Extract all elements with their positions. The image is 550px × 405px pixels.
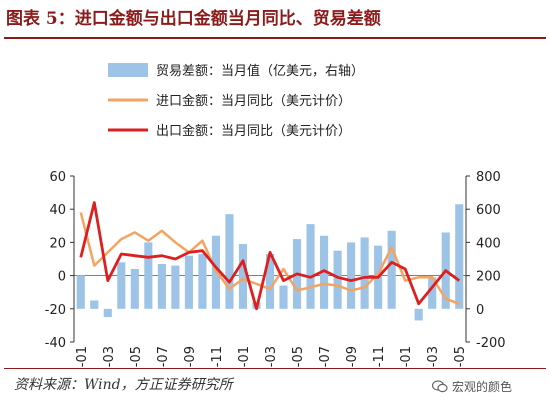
x-tick-label: 2018-09 xyxy=(183,346,198,368)
legend-swatch-balance xyxy=(108,63,148,77)
left-tick-label: -40 xyxy=(45,336,66,351)
bar-2018-08 xyxy=(171,265,180,309)
left-tick-label: 20 xyxy=(49,236,66,251)
bar-2019-04 xyxy=(279,285,288,309)
x-tick-label: 2018-07 xyxy=(156,346,171,368)
right-tick-label: 0 xyxy=(476,303,484,318)
bar-2020-03 xyxy=(428,277,437,309)
bar-2019-01 xyxy=(238,244,248,309)
chart-title: 图表 5：进口金额与出口金额当月同比、贸易差额 xyxy=(6,9,381,29)
bar-2018-02 xyxy=(90,300,99,309)
line-series xyxy=(79,201,461,311)
export-yoy-line xyxy=(79,201,461,311)
x-tick-label: 2020-05 xyxy=(453,346,468,368)
bar-2018-04 xyxy=(117,262,126,309)
bar-2019-12 xyxy=(387,230,396,309)
source-note: 资料来源：Wind，方正证券研究所 xyxy=(14,377,233,393)
bar-2020-02 xyxy=(414,308,423,321)
bar-2018-05 xyxy=(130,268,139,309)
x-tick-label: 2020-01 xyxy=(399,346,414,368)
bar-2019-07 xyxy=(320,235,329,309)
right-tick-label: 800 xyxy=(476,170,501,185)
x-tick-label: 2018-11 xyxy=(210,346,225,368)
import-yoy-line xyxy=(79,212,460,305)
right-tick-label: 600 xyxy=(476,203,501,218)
bar-2019-08 xyxy=(333,250,342,309)
bar-2018-06 xyxy=(144,242,153,309)
chart-legend: 贸易差额：当月值（亿美元，右轴） 进口金额：当月同比（美元计价） 出口金额：当月同比… xyxy=(108,63,364,139)
x-tick-label: 2018-05 xyxy=(129,346,144,368)
bar-2019-03 xyxy=(265,254,275,309)
right-tick-label: 400 xyxy=(476,236,501,251)
combo-chart: 贸易差额：当月值（亿美元，右轴） 进口金额：当月同比（美元计价） 出口金额：当月同比… xyxy=(45,63,506,368)
bar-2019-09 xyxy=(347,242,356,309)
x-tick-label: 2019-01 xyxy=(237,346,252,368)
title-divider xyxy=(4,37,546,39)
left-tick-label: -20 xyxy=(45,303,66,318)
bar-2018-09 xyxy=(184,255,193,309)
x-tick-label: 2019-07 xyxy=(318,346,333,368)
x-tick-label: 2019-11 xyxy=(372,346,387,368)
wechat-icon xyxy=(432,380,448,393)
tick-labels: 6040200-20-408006004002000-2002018-01201… xyxy=(45,170,506,368)
watermark-text: 宏观的颜色 xyxy=(452,380,513,394)
left-tick-label: 0 xyxy=(58,270,66,285)
bar-2018-10 xyxy=(198,254,207,309)
x-tick-label: 2018-01 xyxy=(75,346,90,368)
bar-2020-05 xyxy=(455,204,464,309)
bar-2018-03 xyxy=(103,308,112,318)
x-tick-label: 2019-09 xyxy=(345,346,360,368)
left-tick-label: 60 xyxy=(49,170,66,185)
bar-2018-07 xyxy=(157,263,166,309)
bar-2018-01 xyxy=(76,275,85,309)
legend-label-balance: 贸易差额：当月值（亿美元，右轴） xyxy=(156,63,364,79)
legend-label-export: 出口金额：当月同比（美元计价） xyxy=(156,123,351,139)
legend-label-import: 进口金额：当月同比（美元计价） xyxy=(156,93,351,109)
x-tick-label: 2020-03 xyxy=(426,346,441,368)
chart-axes xyxy=(70,175,470,343)
bar-2019-10 xyxy=(360,237,369,309)
bar-2018-12 xyxy=(225,214,234,309)
left-tick-label: 40 xyxy=(49,203,66,218)
x-tick-label: 2019-05 xyxy=(291,346,306,368)
bar-2019-06 xyxy=(306,224,315,309)
x-tick-label: 2019-03 xyxy=(264,346,279,368)
watermark: 宏观的颜色 xyxy=(432,378,512,395)
x-tick-label: 2018-03 xyxy=(102,346,117,368)
right-tick-label: -200 xyxy=(476,336,506,351)
footer-divider xyxy=(4,368,546,369)
right-tick-label: 200 xyxy=(476,270,501,285)
bar-series xyxy=(76,204,464,321)
